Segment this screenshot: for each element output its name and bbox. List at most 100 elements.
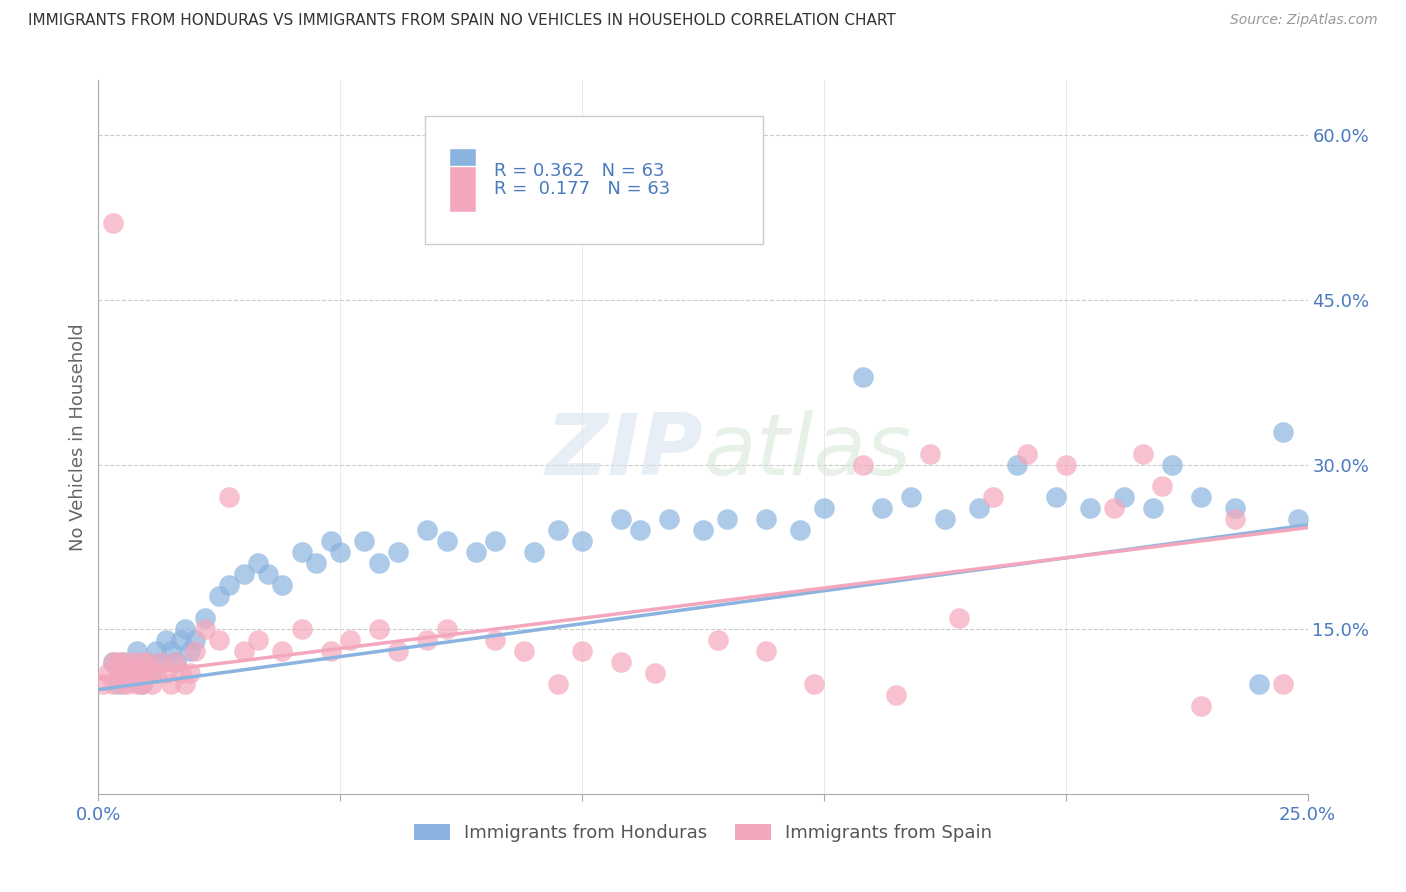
- Point: [135, 666, 157, 681]
- Point: [290, 545, 312, 559]
- Point: [194, 611, 217, 625]
- Point: [610, 655, 633, 669]
- Point: [184, 633, 207, 648]
- Point: [145, 666, 167, 681]
- Point: [127, 666, 149, 681]
- Point: [160, 677, 183, 691]
- Point: [716, 512, 738, 526]
- Point: [547, 524, 569, 538]
- Point: [1112, 491, 1135, 505]
- Point: [1142, 501, 1164, 516]
- Point: [368, 622, 391, 636]
- Point: [169, 666, 191, 681]
- Point: [127, 644, 149, 658]
- Point: [813, 501, 835, 516]
- Point: [1286, 512, 1309, 526]
- Point: [150, 655, 173, 669]
- Point: [416, 524, 439, 538]
- Point: [121, 666, 143, 681]
- Point: [218, 578, 240, 592]
- Legend: Immigrants from Honduras, Immigrants from Spain: Immigrants from Honduras, Immigrants fro…: [406, 816, 1000, 849]
- Point: [117, 666, 139, 681]
- Point: [121, 655, 143, 669]
- Point: [117, 677, 139, 691]
- Point: [1161, 458, 1184, 472]
- Point: [131, 677, 153, 691]
- Point: [1189, 699, 1212, 714]
- Point: [644, 666, 666, 681]
- Point: [111, 655, 134, 669]
- Point: [948, 611, 970, 625]
- Point: [436, 534, 458, 549]
- Point: [232, 567, 254, 582]
- Point: [464, 545, 486, 559]
- Point: [319, 534, 342, 549]
- FancyBboxPatch shape: [449, 148, 475, 194]
- Point: [789, 524, 811, 538]
- Point: [1007, 458, 1029, 472]
- Point: [920, 446, 942, 460]
- Point: [174, 677, 197, 691]
- Text: Source: ZipAtlas.com: Source: ZipAtlas.com: [1230, 13, 1378, 28]
- Point: [416, 633, 439, 648]
- Point: [247, 633, 270, 648]
- Point: [484, 633, 506, 648]
- FancyBboxPatch shape: [425, 116, 763, 244]
- Point: [131, 677, 153, 691]
- Point: [981, 491, 1004, 505]
- Text: R = 0.362   N = 63: R = 0.362 N = 63: [494, 162, 664, 180]
- Point: [1078, 501, 1101, 516]
- Point: [135, 655, 157, 669]
- Point: [1045, 491, 1067, 505]
- Point: [155, 666, 177, 681]
- Point: [101, 655, 124, 669]
- Point: [131, 655, 153, 669]
- Point: [1272, 677, 1295, 691]
- Point: [256, 567, 278, 582]
- Point: [184, 644, 207, 658]
- Point: [145, 644, 167, 658]
- Point: [571, 644, 593, 658]
- Point: [339, 633, 361, 648]
- Point: [368, 557, 391, 571]
- Point: [870, 501, 893, 516]
- Point: [141, 677, 163, 691]
- Point: [628, 524, 651, 538]
- Point: [111, 677, 134, 691]
- Text: IMMIGRANTS FROM HONDURAS VS IMMIGRANTS FROM SPAIN NO VEHICLES IN HOUSEHOLD CORRE: IMMIGRANTS FROM HONDURAS VS IMMIGRANTS F…: [28, 13, 896, 29]
- Text: atlas: atlas: [703, 409, 911, 493]
- Point: [117, 666, 139, 681]
- FancyBboxPatch shape: [449, 166, 475, 212]
- Point: [1102, 501, 1125, 516]
- Point: [1132, 446, 1154, 460]
- Y-axis label: No Vehicles in Household: No Vehicles in Household: [69, 323, 87, 551]
- Point: [706, 633, 728, 648]
- Point: [1272, 425, 1295, 439]
- Text: R =  0.177   N = 63: R = 0.177 N = 63: [494, 180, 671, 198]
- Point: [852, 458, 875, 472]
- Point: [353, 534, 375, 549]
- Point: [179, 644, 201, 658]
- Point: [1054, 458, 1077, 472]
- Point: [513, 644, 536, 658]
- Point: [484, 534, 506, 549]
- Point: [271, 578, 294, 592]
- Point: [658, 512, 681, 526]
- Point: [523, 545, 546, 559]
- Point: [174, 622, 197, 636]
- Point: [1015, 446, 1038, 460]
- Point: [803, 677, 825, 691]
- Point: [107, 655, 129, 669]
- Point: [290, 622, 312, 636]
- Point: [1223, 512, 1246, 526]
- Point: [107, 677, 129, 691]
- Point: [852, 369, 875, 384]
- Point: [967, 501, 990, 516]
- Point: [305, 557, 328, 571]
- Point: [218, 491, 240, 505]
- Point: [692, 524, 714, 538]
- Point: [165, 655, 187, 669]
- Point: [121, 666, 143, 681]
- Point: [91, 677, 114, 691]
- Point: [1152, 479, 1174, 493]
